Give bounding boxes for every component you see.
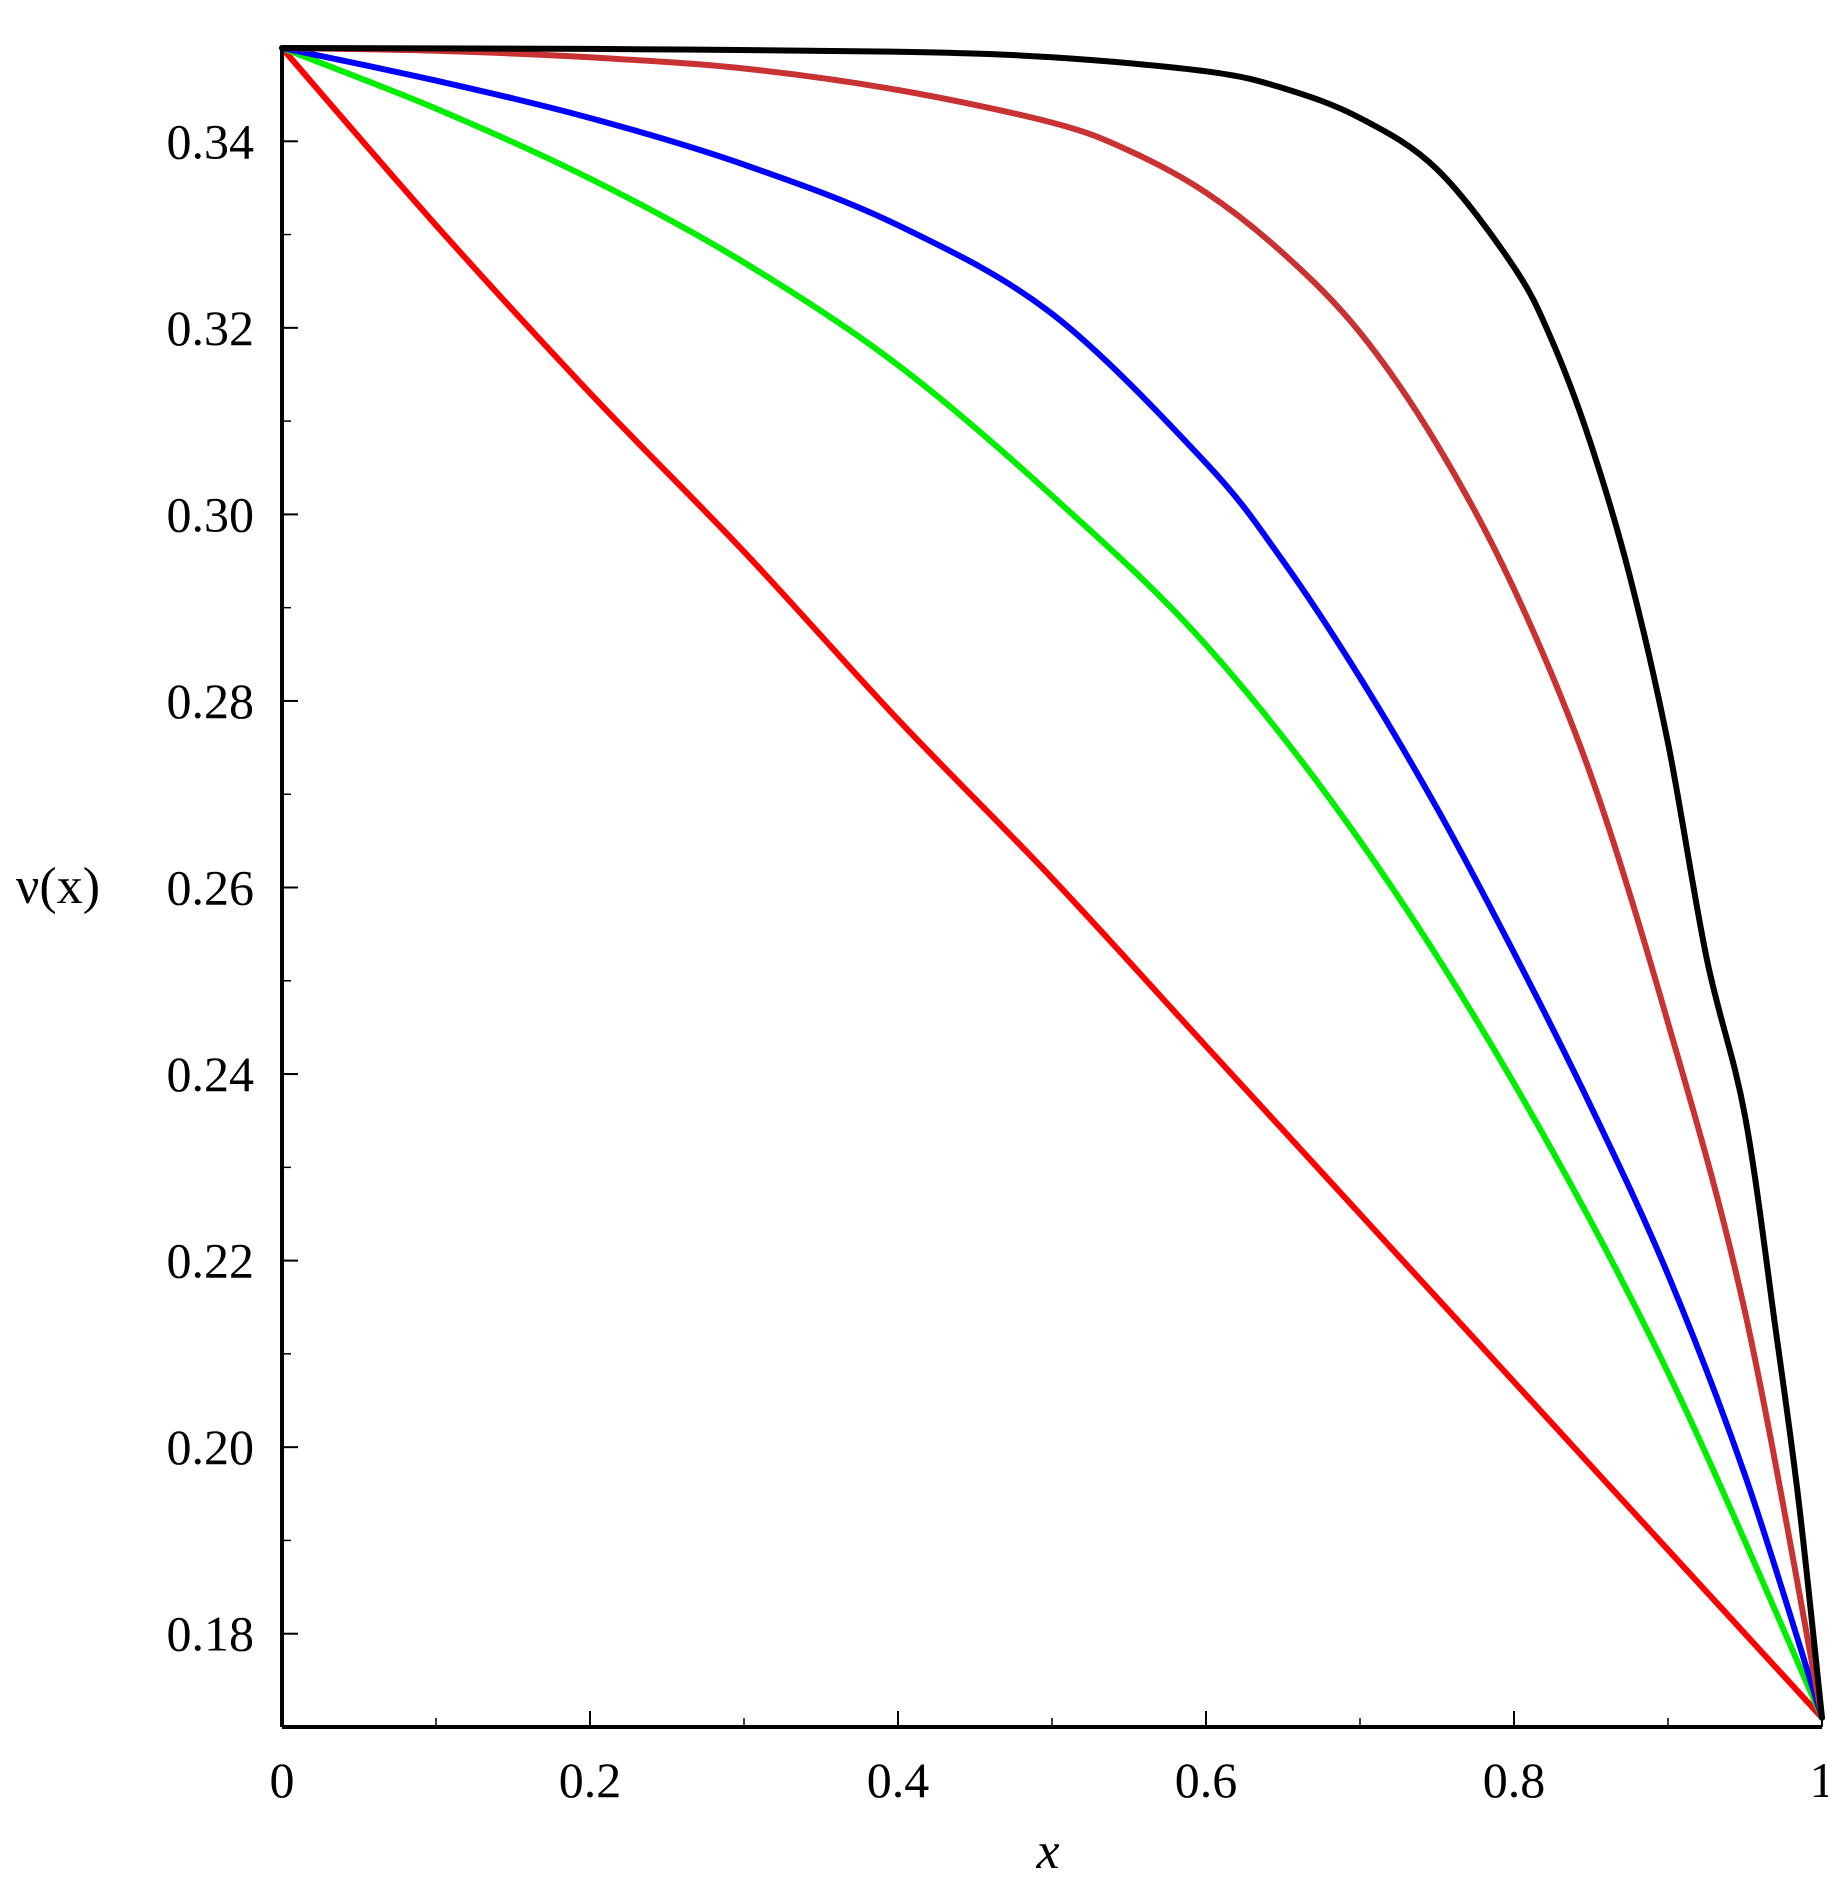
x-tick-label: 0.2 xyxy=(559,1752,622,1808)
major-ticks xyxy=(281,140,1823,1727)
x-tick-label: 1 xyxy=(1810,1752,1828,1808)
series-line-3 xyxy=(279,45,1825,1721)
y-tick-label: 0.32 xyxy=(167,300,255,356)
y-axis-label: ν(x) xyxy=(16,858,100,915)
series-line-4 xyxy=(279,45,1825,1721)
y-tick-label: 0.18 xyxy=(167,1606,255,1662)
axes-frame xyxy=(280,48,1822,1729)
series-line-5 xyxy=(279,45,1825,1721)
y-tick-label: 0.22 xyxy=(167,1233,255,1289)
x-axis-label: x xyxy=(1035,1823,1059,1880)
x-tick-label: 0.8 xyxy=(1483,1752,1546,1808)
y-tick-label: 0.30 xyxy=(167,486,255,542)
minor-ticks xyxy=(281,47,1823,1728)
x-tick-label: 0.4 xyxy=(867,1752,930,1808)
x-tick-label: 0.6 xyxy=(1175,1752,1238,1808)
y-tick-label: 0.26 xyxy=(167,860,255,916)
series-line-1 xyxy=(279,45,1825,1721)
y-tick-label: 0.24 xyxy=(167,1046,255,1102)
y-tick-label: 0.28 xyxy=(167,673,255,729)
y-tick-label: 0.20 xyxy=(167,1419,255,1475)
series-line-2 xyxy=(279,45,1825,1721)
x-tick-label: 0 xyxy=(270,1752,295,1808)
series-layer xyxy=(279,45,1825,1721)
x-tick-labels: 0 0.2 0.4 0.6 0.8 1 xyxy=(270,1752,1828,1808)
y-tick-label: 0.34 xyxy=(167,113,255,169)
y-tick-labels: 0.18 0.20 0.22 0.24 0.26 0.28 0.30 0.32 0.34 xyxy=(167,113,255,1661)
